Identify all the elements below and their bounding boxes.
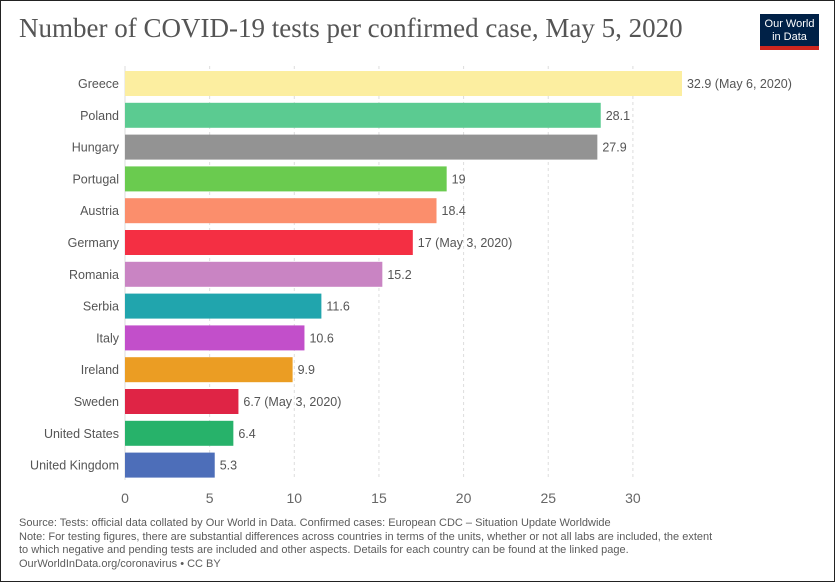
note-text-line1: Note: For testing figures, there are sub… <box>19 530 713 543</box>
bar-germany <box>125 230 413 255</box>
bar-austria <box>125 198 437 224</box>
value-label: 27.9 <box>602 141 626 155</box>
value-label: 28.1 <box>606 109 630 123</box>
chart-title: Number of COVID-19 tests per confirmed c… <box>19 13 683 43</box>
x-tick-label: 30 <box>625 490 641 506</box>
bar-portugal <box>125 166 447 192</box>
bar-ireland <box>125 357 293 383</box>
category-label: Poland <box>80 109 119 123</box>
bar-romania <box>125 261 383 287</box>
value-label: 9.9 <box>298 363 315 377</box>
logo-text-line2: in Data <box>772 31 807 43</box>
owid-logo[interactable]: Our World in Data <box>760 14 819 50</box>
category-label: Sweden <box>74 395 119 409</box>
value-label: 18.4 <box>442 204 466 218</box>
value-label: 32.9 (May 6, 2020) <box>687 77 792 91</box>
chart-footer: Source: Tests: official data collated by… <box>19 517 824 571</box>
category-label: Romania <box>69 268 119 282</box>
logo-accent-bar <box>760 46 819 50</box>
x-tick-label: 20 <box>456 490 472 506</box>
value-label: 5.3 <box>220 459 237 473</box>
logo-text-line1: Our World <box>764 18 815 30</box>
category-label: Hungary <box>72 141 120 155</box>
note-text-line2: to which negative and pending tests are … <box>19 544 629 556</box>
bar-poland <box>125 102 601 128</box>
category-label: Serbia <box>83 300 119 314</box>
bar-greece <box>125 71 682 96</box>
credit-link[interactable]: OurWorldInData.org/coronavirus • CC BY <box>19 557 221 570</box>
category-label: Germany <box>68 236 120 250</box>
category-label: Italy <box>96 331 120 345</box>
x-tick-label: 15 <box>371 490 387 506</box>
category-label: Austria <box>80 204 119 218</box>
category-label: United States <box>44 427 119 441</box>
bar-italy <box>125 325 305 351</box>
bar-sweden <box>125 389 239 414</box>
bar-united-kingdom <box>125 452 215 478</box>
value-label: 11.6 <box>326 300 349 314</box>
source-text: Source: Tests: official data collated by… <box>19 517 611 529</box>
value-label: 6.7 (May 3, 2020) <box>243 395 341 409</box>
category-label: Portugal <box>72 172 119 186</box>
value-label: 10.6 <box>309 331 333 345</box>
bar-hungary <box>125 134 598 160</box>
x-tick-label: 0 <box>121 490 129 506</box>
bar-chart: 0 5 10 15 20 25 30 Greece 32.9 (May 6, 2020) Pola… <box>30 66 792 506</box>
category-label: United Kingdom <box>30 459 119 473</box>
category-label: Greece <box>78 77 119 91</box>
value-label: 15.2 <box>387 268 411 282</box>
value-label: 17 (May 3, 2020) <box>418 236 513 250</box>
bar-serbia <box>125 293 322 319</box>
value-label: 19 <box>452 172 466 186</box>
x-tick-label: 10 <box>287 490 303 506</box>
bar-united-states <box>125 420 234 446</box>
value-label: 6.4 <box>238 427 255 441</box>
category-label: Ireland <box>81 363 119 377</box>
x-tick-label: 5 <box>206 490 214 506</box>
x-tick-label: 25 <box>540 490 556 506</box>
